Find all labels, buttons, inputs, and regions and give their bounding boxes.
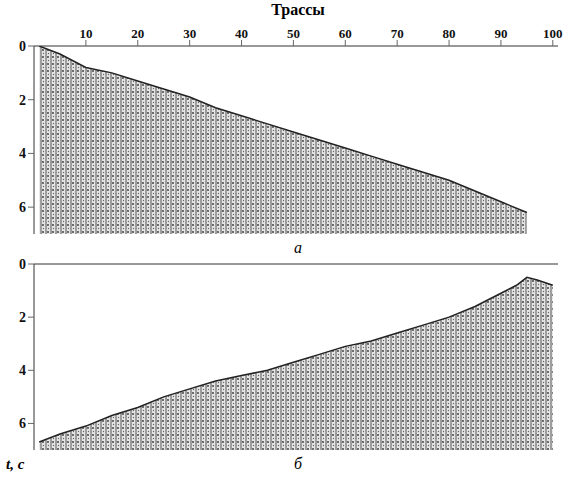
- svg-text:20: 20: [131, 26, 144, 41]
- svg-text:30: 30: [183, 26, 196, 41]
- html-text:t, с: t, с: [6, 456, 25, 472]
- svg-text:2: 2: [19, 93, 26, 108]
- svg-text:6: 6: [19, 416, 26, 431]
- svg-text:2: 2: [19, 310, 26, 325]
- svg-text:4: 4: [19, 146, 26, 161]
- svg-text:50: 50: [287, 26, 300, 41]
- svg-text:90: 90: [494, 26, 507, 41]
- svg-text:0: 0: [19, 258, 26, 272]
- svg-text:6: 6: [19, 200, 26, 215]
- svg-text:70: 70: [391, 26, 404, 41]
- html-text:а: а: [294, 239, 302, 256]
- svg-text:10: 10: [79, 26, 92, 41]
- svg-text:40: 40: [235, 26, 248, 41]
- svg-text:0: 0: [19, 39, 26, 54]
- svg-text:100: 100: [543, 26, 563, 41]
- html-text:Трассы: Трассы: [271, 1, 325, 18]
- svg-text:4: 4: [19, 363, 26, 378]
- svg-text:60: 60: [339, 26, 352, 41]
- svg-text:80: 80: [443, 26, 456, 41]
- html-text:б: б: [294, 455, 302, 472]
